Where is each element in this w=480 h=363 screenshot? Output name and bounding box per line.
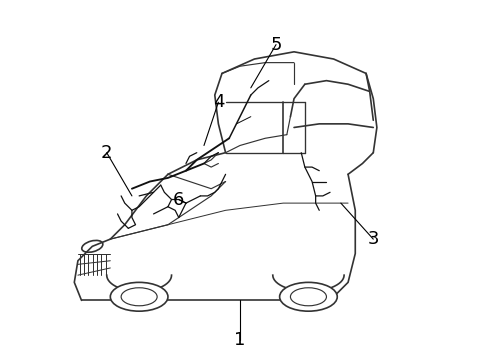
Text: 6: 6 — [173, 191, 184, 208]
Ellipse shape — [290, 288, 326, 306]
Text: 5: 5 — [270, 36, 282, 54]
Ellipse shape — [110, 282, 168, 311]
Text: 3: 3 — [368, 230, 379, 248]
Text: 1: 1 — [234, 331, 246, 349]
Ellipse shape — [121, 288, 157, 306]
Text: 4: 4 — [213, 93, 224, 111]
Ellipse shape — [280, 282, 337, 311]
Ellipse shape — [82, 240, 103, 252]
Text: 2: 2 — [101, 144, 112, 162]
